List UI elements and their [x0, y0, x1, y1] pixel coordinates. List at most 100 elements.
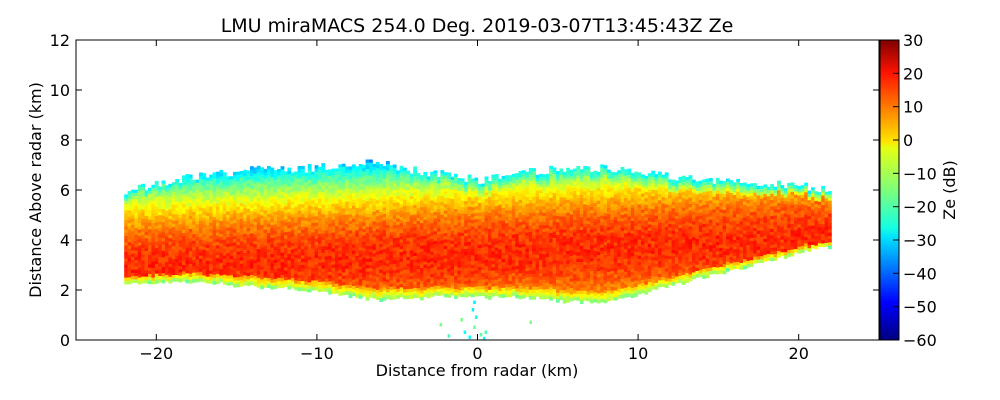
ze-cell [413, 259, 417, 263]
ze-cell [556, 270, 560, 274]
ze-cell [545, 202, 550, 207]
ze-cell [382, 297, 387, 301]
ze-cell [236, 222, 241, 227]
ze-cell [386, 247, 390, 251]
ze-cell [199, 226, 203, 231]
ze-cell [297, 194, 302, 199]
ze-cell [369, 159, 373, 164]
ze-cell [267, 214, 271, 218]
ze-cell [403, 244, 407, 248]
ze-cell [301, 268, 305, 272]
ze-cell [331, 280, 336, 285]
ze-cell [161, 276, 166, 281]
ze-cell [365, 236, 370, 240]
ze-cell [566, 206, 570, 210]
ze-cell [460, 293, 465, 298]
ze-cell [280, 211, 285, 215]
ze-cell [545, 276, 550, 280]
ze-cell [182, 268, 186, 272]
ze-cell [253, 212, 258, 216]
ze-cell [178, 208, 183, 213]
ze-cell [362, 241, 366, 246]
ze-cell [474, 219, 479, 223]
ze-cell [318, 253, 322, 257]
ze-cell [297, 271, 302, 276]
ze-cell [508, 229, 513, 234]
ze-cell [355, 217, 360, 222]
ze-cell [301, 181, 305, 186]
ze-cell [457, 261, 462, 265]
ze-cell [148, 232, 152, 237]
ze-cell [307, 263, 312, 267]
ze-cell [256, 165, 261, 170]
ze-cell [413, 249, 417, 254]
ze-cell [253, 173, 258, 178]
ze-cell [331, 287, 336, 291]
ze-cell [284, 219, 288, 223]
ze-cell [171, 262, 176, 266]
ze-cell [498, 284, 502, 289]
ze-cell [454, 269, 458, 274]
ze-cell [127, 245, 132, 250]
ze-cell [134, 228, 139, 232]
ze-cell [297, 198, 302, 202]
ze-cell [219, 217, 224, 222]
ze-cell [508, 255, 513, 259]
ze-cell [362, 190, 366, 195]
ze-cell [168, 235, 173, 239]
ze-cell [358, 208, 363, 213]
ze-cell [165, 268, 169, 273]
ze-cell [389, 293, 394, 297]
ze-cell [185, 279, 190, 284]
ze-cell [273, 259, 278, 264]
ze-cell [226, 230, 230, 235]
ze-cell [188, 222, 193, 227]
ze-cell [539, 209, 543, 213]
ze-cell [433, 224, 438, 229]
ze-cell [318, 198, 322, 203]
ze-cell [335, 261, 339, 265]
ze-cell [481, 196, 485, 200]
ze-cell [256, 245, 261, 250]
ze-cell [222, 242, 227, 247]
ze-cell [573, 290, 577, 294]
ze-cell [239, 225, 244, 229]
ze-cell [573, 223, 577, 227]
ze-cell [386, 295, 390, 299]
ze-cell [532, 248, 536, 252]
ze-cell [212, 204, 217, 208]
ze-cell [454, 189, 458, 194]
ze-cell [573, 191, 577, 195]
ze-cell [199, 258, 203, 263]
ze-cell [392, 174, 397, 178]
ze-cell [256, 252, 261, 256]
ze-cell [358, 282, 363, 286]
ze-cell [216, 171, 220, 176]
ze-cell [182, 175, 186, 179]
ze-cell [392, 263, 397, 268]
ze-cell [454, 218, 458, 223]
ze-cell [460, 210, 465, 214]
ze-cell [406, 186, 411, 191]
ze-cell [341, 189, 346, 193]
ze-cell [484, 192, 489, 197]
ze-cell [362, 213, 366, 217]
ze-cell [260, 218, 264, 223]
ze-cell [188, 260, 193, 265]
ze-cell [280, 239, 285, 244]
ze-cell [494, 206, 499, 210]
ze-cell [267, 255, 271, 260]
ze-cell [178, 224, 183, 229]
ze-cell [270, 254, 275, 258]
ze-cell [202, 249, 207, 254]
ze-cell [287, 170, 292, 175]
ze-cell [481, 222, 485, 226]
ze-cell [307, 253, 312, 258]
ze-cell [239, 209, 244, 213]
ze-cell [338, 225, 343, 229]
ze-cell [420, 245, 424, 250]
ze-cell [515, 230, 519, 235]
ze-cell [532, 232, 536, 236]
ze-cell [379, 240, 383, 245]
ze-cell [396, 272, 400, 277]
